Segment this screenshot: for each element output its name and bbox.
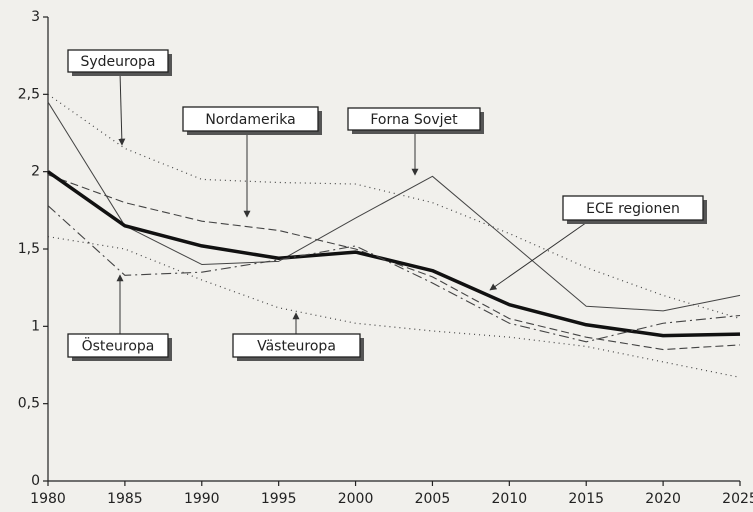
series-label: Nordamerika — [205, 112, 295, 128]
x-tick-label: 1995 — [261, 491, 297, 507]
label-box — [182, 106, 319, 132]
series-line — [47, 93, 741, 320]
label-box — [562, 195, 704, 221]
x-tick-label: 2025 — [722, 491, 753, 507]
callouts — [116, 71, 591, 334]
y-tick-label: 0 — [31, 473, 40, 489]
lines — [46, 93, 741, 378]
x-tick-label: 2015 — [568, 491, 604, 507]
series-label: Sydeuropa — [80, 54, 155, 70]
series-line — [47, 205, 741, 343]
series-label: Östeuropa — [82, 337, 155, 355]
arrow — [118, 71, 126, 146]
y-tick-label: 2 — [31, 164, 40, 180]
series-label: ECE regionen — [586, 201, 680, 217]
y-tick-label: 3 — [31, 9, 40, 25]
series-line — [47, 101, 741, 312]
series-label: Forna Sovjet — [370, 112, 458, 128]
y-tick-label: 0,5 — [18, 396, 40, 412]
series-labels: Sydeuropa Nordamerika Forna Sovjet ECE regi… — [67, 49, 707, 361]
series-line — [46, 170, 741, 338]
arrow — [489, 219, 591, 291]
series-label: Västeuropa — [257, 339, 336, 355]
label-box — [232, 333, 361, 358]
x-tick-label: 2005 — [415, 491, 451, 507]
x-tick-label: 2000 — [338, 491, 374, 507]
y-tick-label: 1,5 — [18, 241, 40, 257]
y-tick-label: 1 — [31, 318, 40, 334]
series-line — [47, 174, 741, 351]
y-tick-label: 2,5 — [18, 86, 40, 102]
x-tick-label: 2020 — [645, 491, 681, 507]
x-tick-label: 2010 — [492, 491, 528, 507]
x-tick-label: 1980 — [30, 491, 66, 507]
label-box — [67, 49, 169, 73]
label-box — [67, 333, 169, 358]
x-tick-label: 1985 — [107, 491, 143, 507]
label-box — [347, 107, 481, 131]
x-tick-label: 1990 — [184, 491, 220, 507]
